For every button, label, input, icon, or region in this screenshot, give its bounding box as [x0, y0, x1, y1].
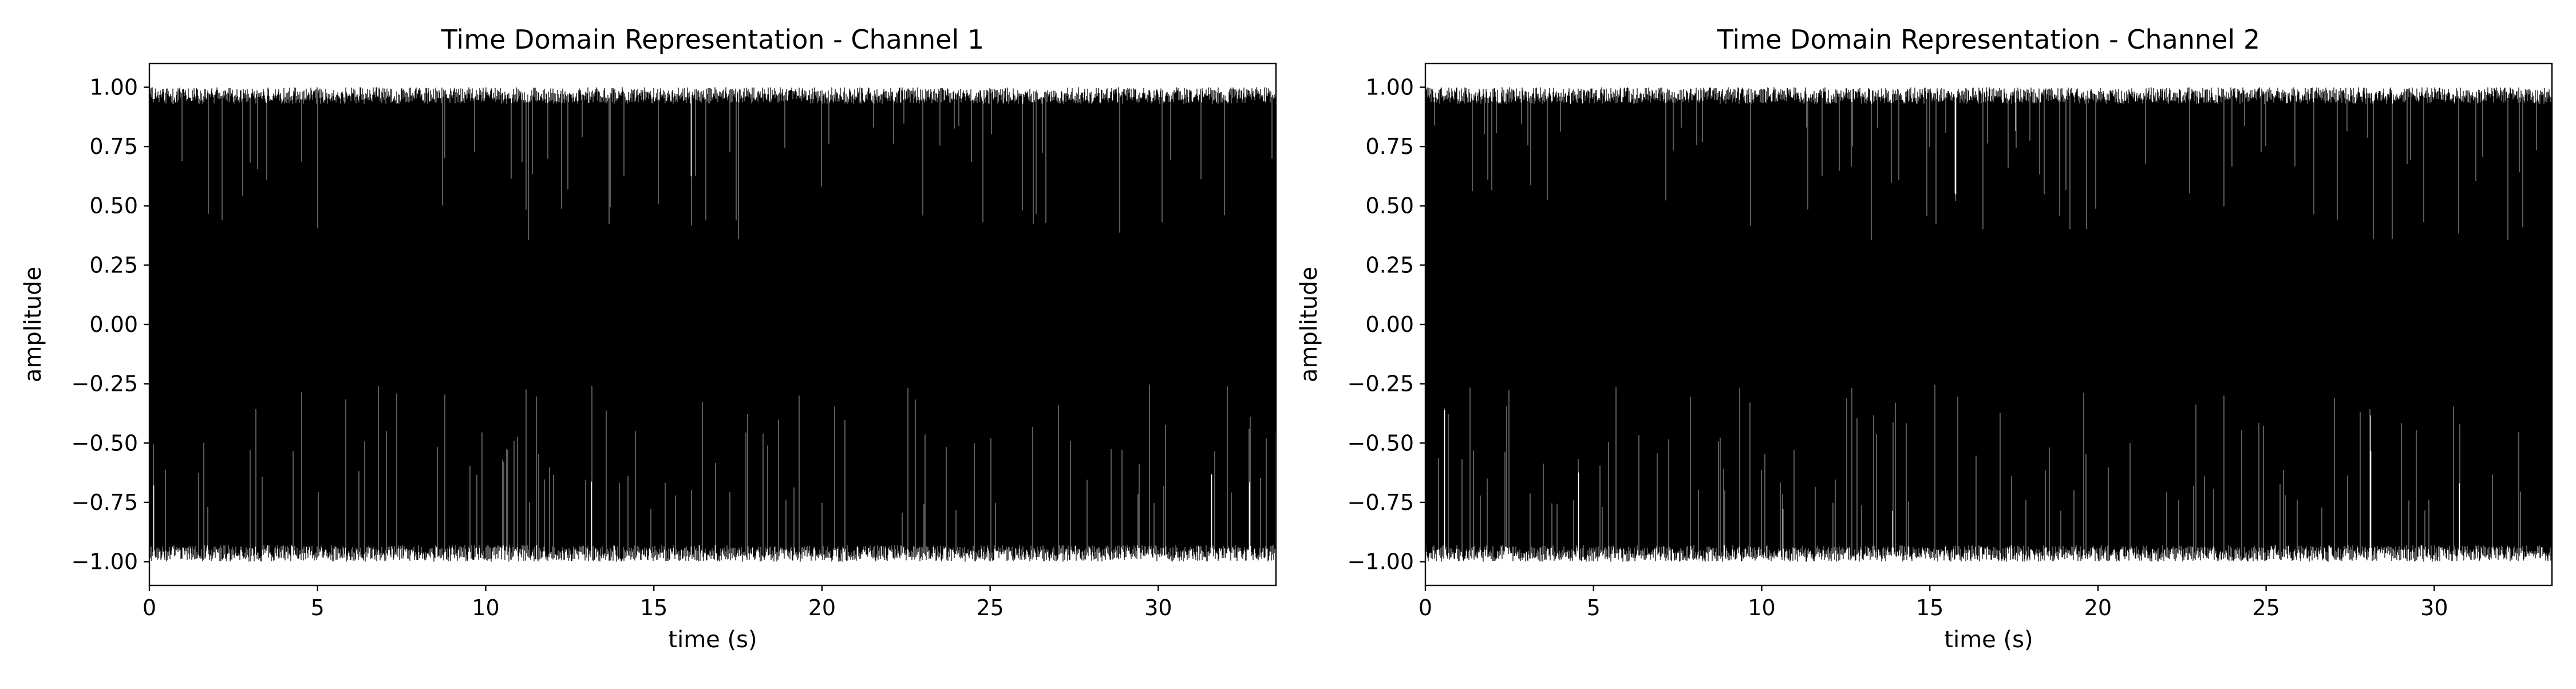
x-tick-label: 25: [976, 595, 1003, 620]
y-axis-label: amplitude: [20, 267, 46, 382]
y-tick-label: 0.75: [89, 134, 138, 159]
y-tick-label: −0.75: [1348, 490, 1414, 515]
chart-title: Time Domain Representation - Channel 2: [1717, 24, 2260, 55]
y-axis-label: amplitude: [1296, 267, 1322, 382]
x-tick-label: 10: [1748, 595, 1775, 620]
y-tick-label: 1.00: [1365, 74, 1414, 100]
waveform-line: [1425, 87, 2553, 562]
x-tick-label: 5: [311, 595, 325, 620]
y-tick-label: −0.25: [1348, 371, 1414, 397]
x-tick-label: 20: [808, 595, 836, 620]
x-tick-label: 30: [2420, 595, 2448, 620]
y-tick-label: −0.50: [72, 430, 138, 456]
y-tick-label: −1.00: [1348, 549, 1414, 575]
x-tick-label: 25: [2252, 595, 2279, 620]
y-tick-label: 1.00: [89, 74, 138, 100]
x-tick-label: 0: [143, 595, 156, 620]
x-tick-label: 10: [472, 595, 499, 620]
chart-1: 0 5 10 15 20 25 30 1.00 0.75 0.50 0.25 0.00 −0.25 −0.…: [20, 24, 1277, 653]
y-tick-label: 0.00: [1365, 312, 1414, 337]
waveform-line: [149, 87, 1277, 562]
x-axis-label: time (s): [668, 627, 757, 653]
y-tick-label: 0.25: [89, 252, 138, 278]
x-axis-label: time (s): [1944, 627, 2033, 653]
y-tick-label: 0.25: [1365, 252, 1414, 278]
chart-title: Time Domain Representation - Channel 1: [441, 24, 984, 55]
chart-2: 0 5 10 15 20 25 30 1.00 0.75 0.50 0.25 0.00 −0.25 −0.…: [1296, 24, 2553, 653]
x-tick-label: 15: [1916, 595, 1943, 620]
y-tick-label: −0.50: [1348, 430, 1414, 456]
y-tick-label: 0.50: [1365, 193, 1414, 219]
x-tick-label: 5: [1587, 595, 1601, 620]
y-tick-label: 0.50: [89, 193, 138, 219]
x-tick-label: 20: [2084, 595, 2112, 620]
y-tick-label: −1.00: [72, 549, 138, 575]
y-tick-label: 0.00: [89, 312, 138, 337]
x-tick-label: 15: [640, 595, 667, 620]
y-tick-label: −0.75: [72, 490, 138, 515]
y-tick-label: −0.25: [72, 371, 138, 397]
y-tick-label: 0.75: [1365, 134, 1414, 159]
x-tick-label: 30: [1144, 595, 1172, 620]
x-tick-label: 0: [1419, 595, 1432, 620]
